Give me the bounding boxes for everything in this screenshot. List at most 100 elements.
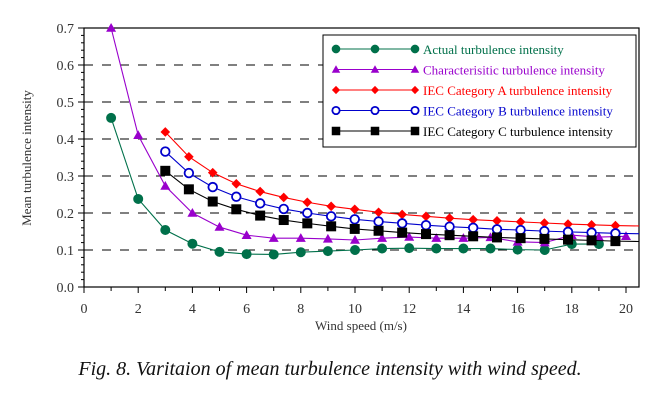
data-point-diamond [515, 217, 526, 227]
data-point-square [373, 225, 384, 236]
series-layer [106, 23, 640, 260]
data-point-open-circle [302, 207, 313, 219]
data-point-square [183, 184, 194, 195]
x-tick-label: 4 [189, 302, 196, 317]
data-point-triangle [370, 65, 380, 73]
series-iec-category-a-turbulence-intensity [160, 127, 640, 231]
x-tick-label: 12 [402, 302, 416, 317]
legend-entry: Characterisitic turbulence intensity [331, 63, 605, 78]
data-point-triangle [214, 222, 225, 231]
legend-label: Actual turbulence intensity [423, 42, 564, 57]
data-point-triangle [241, 230, 252, 239]
data-point-circle [539, 245, 550, 255]
legend-entry: IEC Category A turbulence intensity [331, 83, 613, 98]
y-axis-title: Mean turbulence intensity [19, 90, 34, 226]
data-point-circle [377, 243, 388, 254]
data-point-diamond [160, 127, 171, 137]
data-point-open-circle [444, 221, 455, 232]
legend-label: IEC Category A turbulence intensity [423, 83, 613, 98]
data-point-triangle [404, 232, 415, 241]
data-point-circle [512, 244, 523, 255]
data-point-open-circle [254, 198, 266, 209]
data-point-circle [160, 225, 171, 236]
series-actual-turbulence-intensity [106, 112, 604, 260]
data-point-open-circle [467, 222, 479, 234]
data-point-open-circle [349, 214, 360, 225]
x-tick-label: 10 [348, 302, 362, 317]
turbulence-chart: 0.0 0.1 0.2 0.3 0.4 0.5 0.6 0.7 0 2 4 6 8 10 12 14 16 18 2… [19, 22, 640, 333]
data-point-triangle [106, 23, 117, 32]
data-point-diamond [207, 167, 218, 178]
data-point-open-circle [207, 181, 218, 193]
y-tick-label: 0.3 [57, 170, 75, 185]
data-point-square [207, 196, 218, 207]
data-point-square [326, 221, 337, 232]
data-point-square [255, 210, 266, 221]
data-point-diamond [349, 204, 360, 215]
x-tick-label: 6 [243, 302, 250, 317]
data-point-diamond [421, 211, 431, 222]
data-point-circle [241, 249, 252, 260]
data-point-triangle [458, 233, 469, 242]
data-point-diamond [397, 209, 407, 220]
data-point-diamond [370, 85, 380, 95]
data-point-open-circle [231, 191, 242, 202]
y-tick-label: 0.4 [57, 133, 75, 148]
data-point-square [160, 165, 171, 176]
data-point-circle [410, 44, 420, 54]
data-point-square [410, 126, 420, 136]
data-point-triangle [160, 180, 171, 190]
legend-label: Characterisitic turbulence intensity [423, 63, 605, 78]
y-tick-label: 0.6 [57, 59, 75, 74]
y-tick-label: 0.0 [57, 281, 75, 296]
data-point-open-circle [373, 216, 384, 227]
data-point-diamond [373, 207, 384, 218]
data-point-square [586, 235, 597, 246]
data-point-open-circle [160, 146, 171, 157]
data-point-diamond [331, 85, 341, 95]
data-point-diamond [184, 151, 194, 162]
data-point-diamond [278, 192, 289, 203]
data-point-square [444, 230, 455, 241]
data-point-triangle [350, 235, 360, 244]
legend: Actual turbulence intensity Characterisit… [322, 34, 637, 148]
data-point-square [349, 223, 360, 234]
data-point-square [492, 232, 503, 243]
data-point-diamond [586, 220, 597, 230]
data-point-square [302, 218, 313, 229]
x-tick-label: 14 [456, 302, 470, 317]
legend-label: IEC Category B turbulence intensity [423, 104, 613, 119]
y-tick-label: 0.2 [57, 207, 75, 222]
data-point-circle [350, 245, 360, 255]
data-point-circle [214, 246, 225, 257]
data-point-diamond [539, 218, 550, 228]
data-point-open-circle [183, 167, 195, 179]
x-tick-label: 0 [81, 302, 88, 317]
data-point-triangle [431, 233, 442, 242]
data-point-open-circle [420, 220, 432, 231]
data-point-circle [431, 243, 442, 254]
data-point-square [539, 233, 550, 244]
data-point-triangle [377, 233, 388, 242]
x-tick-label: 8 [297, 302, 304, 317]
data-point-square [331, 126, 341, 136]
data-point-diamond [302, 197, 313, 208]
x-tick-label: 20 [619, 302, 633, 317]
data-point-diamond [468, 214, 478, 225]
data-point-circle [331, 44, 341, 54]
legend-label: IEC Category C turbulence intensity [423, 124, 613, 139]
data-point-triangle [133, 130, 144, 140]
data-point-square [563, 234, 574, 245]
data-point-circle [106, 112, 117, 123]
legend-entry: Actual turbulence intensity [331, 42, 564, 57]
data-point-square [421, 229, 432, 240]
data-point-circle [187, 238, 198, 249]
data-point-diamond [610, 220, 621, 231]
data-point-square [397, 227, 408, 238]
data-point-open-circle [278, 203, 289, 215]
data-point-triangle [331, 65, 341, 73]
data-point-open-circle [331, 105, 341, 116]
data-point-diamond [444, 213, 455, 223]
data-point-diamond [231, 178, 242, 189]
data-point-triangle [295, 233, 306, 242]
